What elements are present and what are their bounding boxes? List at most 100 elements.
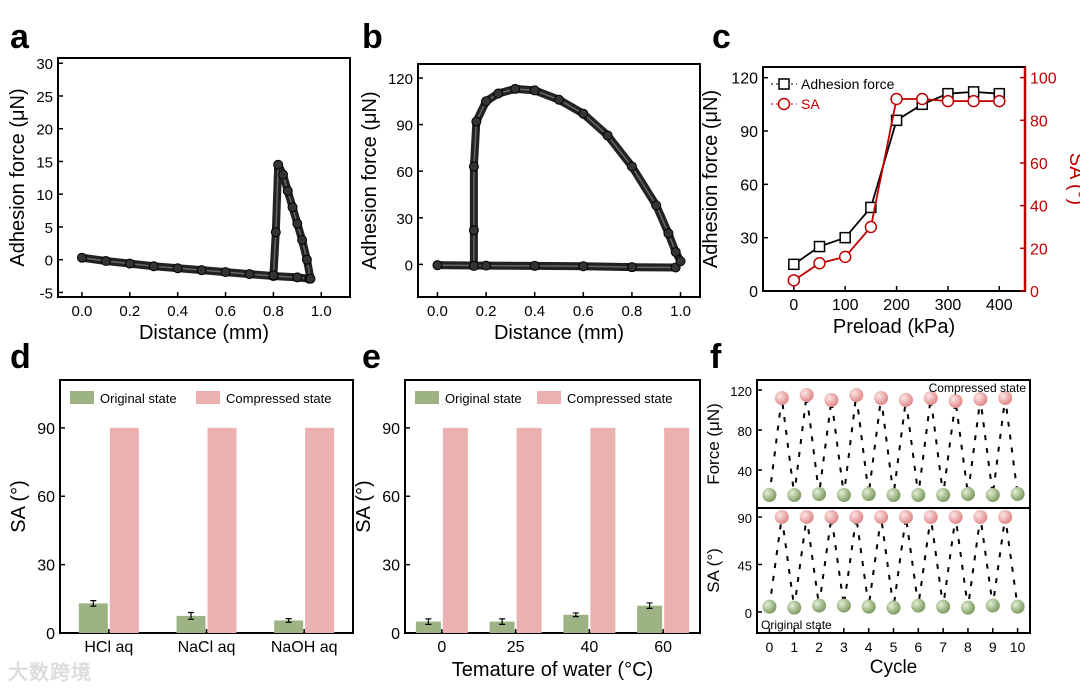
watermark: 大数跨境	[8, 662, 92, 684]
x-tick-label: NaOH aq	[271, 639, 338, 656]
data-point	[471, 116, 482, 127]
original-state-point	[861, 599, 876, 614]
series-line-highlight	[473, 88, 682, 266]
original-state-point	[960, 487, 975, 501]
x-axis-label: Distance (mm)	[494, 322, 624, 344]
data-point-square	[813, 240, 826, 253]
x-tick-label: 0.0	[72, 303, 93, 320]
y-tick-label: 40	[738, 464, 752, 479]
y-tick-label: 0	[45, 253, 53, 270]
panel-label: d	[10, 338, 31, 376]
data-point-circle	[864, 220, 878, 234]
data-point-circle	[941, 94, 955, 108]
original-state-point	[787, 600, 802, 615]
series-line-retract	[469, 84, 685, 270]
compressed-state-point	[998, 391, 1013, 405]
x-tick-label: 0.6	[573, 303, 594, 320]
legend-label: SA	[801, 96, 820, 112]
error-bar	[188, 611, 194, 620]
bar-original-state	[637, 605, 663, 633]
series-line-highlight	[272, 164, 312, 279]
original-state-point	[762, 599, 777, 614]
data-point	[481, 260, 492, 271]
y-tick-label: 90	[738, 511, 752, 526]
x-tick-label: 400	[986, 297, 1013, 314]
y-tick-label: 60	[740, 177, 758, 194]
x-tick-label: 0	[789, 297, 798, 314]
x-tick-label: 1.0	[670, 303, 691, 320]
original-state-point	[787, 488, 802, 502]
x-tick-label: 300	[935, 297, 962, 314]
data-point	[244, 269, 255, 280]
subplot-sa: 0 45 90 SA (°)	[704, 509, 1025, 621]
original-state-point	[985, 598, 1000, 613]
x-tick-label: 7	[939, 639, 947, 655]
y-tick-label: 90	[396, 118, 413, 135]
bar-original-state	[78, 603, 108, 633]
x-tick-label: 2	[815, 639, 823, 655]
compressed-state-point	[774, 391, 789, 405]
compressed-state-point	[874, 509, 889, 524]
y-tick-label: 0	[391, 626, 400, 643]
original-state-point	[1010, 487, 1025, 501]
compressed-state-point	[849, 509, 864, 524]
y-axis-label: SA (°)	[8, 480, 30, 532]
data-point	[602, 130, 613, 141]
x-tick-label: 200	[883, 297, 910, 314]
y-tick-label: -5	[40, 285, 53, 302]
data-point	[287, 202, 298, 213]
data-point	[297, 235, 308, 246]
y-tick-label: 0	[749, 284, 758, 301]
y-tick-label: 10	[36, 187, 53, 204]
y-axis-label: SA (°)	[353, 480, 375, 532]
legend-swatch	[196, 391, 220, 404]
data-point-circle	[916, 92, 929, 106]
data-point	[554, 94, 564, 105]
x-tick-label: 25	[507, 639, 525, 656]
x-tick-label: 1.0	[311, 303, 332, 320]
compressed-state-point	[898, 393, 913, 407]
y-tick-label: 80	[1030, 113, 1048, 130]
data-point	[292, 272, 303, 283]
data-point	[305, 273, 316, 284]
y-tick-label: 30	[382, 558, 400, 575]
y-tick-label: 120	[731, 71, 758, 88]
data-point	[626, 262, 637, 273]
y-tick-label: 100	[1030, 71, 1057, 88]
bar-original-state	[489, 621, 515, 633]
data-point	[100, 255, 111, 266]
error-bar	[285, 618, 292, 623]
x-tick-label: 100	[832, 297, 859, 314]
y-tick-label: 0	[1030, 284, 1039, 301]
bar-compressed-state	[516, 427, 542, 633]
bar-compressed-state	[442, 427, 468, 633]
x-tick-label: 60	[654, 639, 672, 656]
compressed-state-point	[824, 509, 839, 524]
data-point	[670, 246, 681, 257]
compressed-state-point	[948, 509, 963, 524]
y-tick-label: 0	[46, 626, 55, 643]
y-axis-label: Adhesion force (μN)	[359, 91, 381, 269]
legend-swatch	[415, 391, 439, 404]
x-axis-label: Distance (mm)	[139, 322, 269, 344]
y-axis-label: SA (°)	[704, 548, 723, 593]
y-tick-label: 90	[382, 421, 400, 438]
legend-label: Original state	[100, 391, 177, 406]
data-point	[468, 260, 479, 271]
y-tick-label: 90	[740, 124, 758, 141]
y-axis-label: Adhesion force (μN)	[7, 88, 29, 266]
legend-swatch	[70, 391, 94, 404]
compressed-state-point	[923, 391, 938, 405]
y-tick-label: 0	[745, 606, 752, 621]
compressed-state-point	[923, 509, 938, 524]
y-tick-label: 120	[388, 71, 413, 88]
x-tick-label: 9	[989, 639, 997, 655]
data-point-circle	[838, 250, 852, 264]
compressed-state-point	[998, 509, 1013, 524]
data-point	[270, 227, 281, 238]
compressed-state-point	[849, 388, 864, 402]
y-tick-label: 60	[396, 164, 413, 181]
x-tick-label: 1	[790, 639, 798, 655]
